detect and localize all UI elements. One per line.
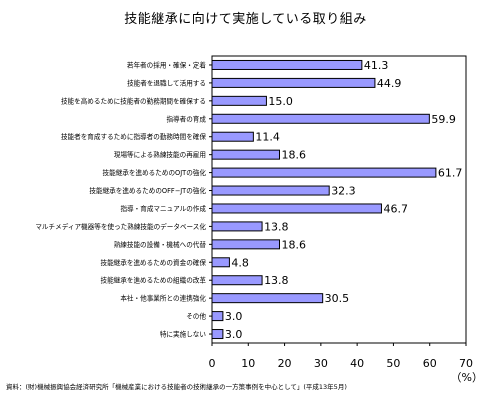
- x-tick-label: 40: [350, 357, 364, 370]
- bar: [211, 95, 267, 106]
- bar: [211, 77, 376, 88]
- plot-area: [211, 55, 467, 344]
- data-label: 3.0: [225, 328, 243, 341]
- data-label: 41.3: [364, 59, 389, 72]
- category-label: 技能継承を進めるための組織の改革: [101, 276, 207, 285]
- data-label: 18.6: [281, 238, 306, 251]
- bar: [211, 311, 224, 322]
- bar: [211, 167, 437, 178]
- data-label: 59.9: [431, 113, 456, 126]
- bar: [211, 59, 363, 70]
- data-label: 61.7: [438, 167, 463, 180]
- x-tick-label: 10: [241, 357, 255, 370]
- x-tick-label: 0: [209, 357, 216, 370]
- bar: [211, 131, 254, 142]
- category-label: 技能継承を進めるためのOFF−JTの強化: [89, 186, 206, 195]
- data-label: 46.7: [383, 202, 408, 215]
- category-label: 技能を高めるために技能者の勤務期間を確保する: [61, 96, 206, 105]
- category-label: 技能継承を進めるためのOJTの強化: [103, 168, 207, 177]
- bar: [211, 329, 224, 340]
- category-label: 指導・育成マニュアルの作成: [120, 204, 206, 213]
- x-tick-label: 60: [423, 357, 437, 370]
- bar: [211, 239, 280, 250]
- chart-title: 技能継承に向けて実施している取り組み: [124, 12, 367, 27]
- bar: [211, 149, 280, 160]
- x-tick-label: 50: [386, 357, 400, 370]
- unit-label: （%）: [451, 371, 483, 384]
- x-tick-label: 20: [278, 357, 292, 370]
- bar: [211, 275, 263, 286]
- bar: [211, 257, 230, 268]
- data-label: 44.9: [377, 77, 402, 90]
- bar: [211, 203, 382, 214]
- category-label: 技能者を育成するために指導者の勤務時間を確保: [61, 132, 206, 141]
- data-label: 13.8: [264, 274, 289, 287]
- bar: [211, 185, 330, 196]
- data-label: 4.8: [231, 256, 249, 269]
- x-tick-label: 30: [314, 357, 328, 370]
- data-label: 32.3: [331, 185, 356, 198]
- category-label: マルチメディア機器等を使った熟練技能のデータベース化: [35, 222, 206, 231]
- data-label: 18.6: [281, 149, 306, 162]
- category-label: 現場等による熟練技能の再雇用: [114, 150, 206, 159]
- data-label: 30.5: [325, 292, 350, 305]
- category-label: 指導者の育成: [166, 114, 206, 123]
- data-label: 3.0: [225, 310, 243, 323]
- bar: [211, 113, 430, 124]
- category-label: その他: [186, 312, 206, 321]
- category-label: 本社・他事業所との連携強化: [120, 294, 206, 303]
- category-label: 熟練技能の設備・機械への代替: [114, 240, 207, 249]
- category-label: 技能継承を進めるための資金の確保: [101, 258, 207, 267]
- data-label: 13.8: [264, 220, 289, 233]
- category-label: 若年者の採用・確保・定着: [127, 60, 207, 69]
- x-tick-label: 70: [459, 357, 473, 370]
- source-note: 資料：(財)機械振興協会経済研究所「機械産業における技能者の技術継承の一方策事例…: [6, 383, 347, 391]
- category-label: 技能者を退職して活用する: [127, 78, 206, 87]
- data-label: 11.4: [255, 131, 280, 144]
- data-label: 15.0: [268, 95, 293, 108]
- bar: [211, 221, 263, 232]
- category-label: 特に実施しない: [160, 330, 207, 339]
- bar: [211, 293, 324, 304]
